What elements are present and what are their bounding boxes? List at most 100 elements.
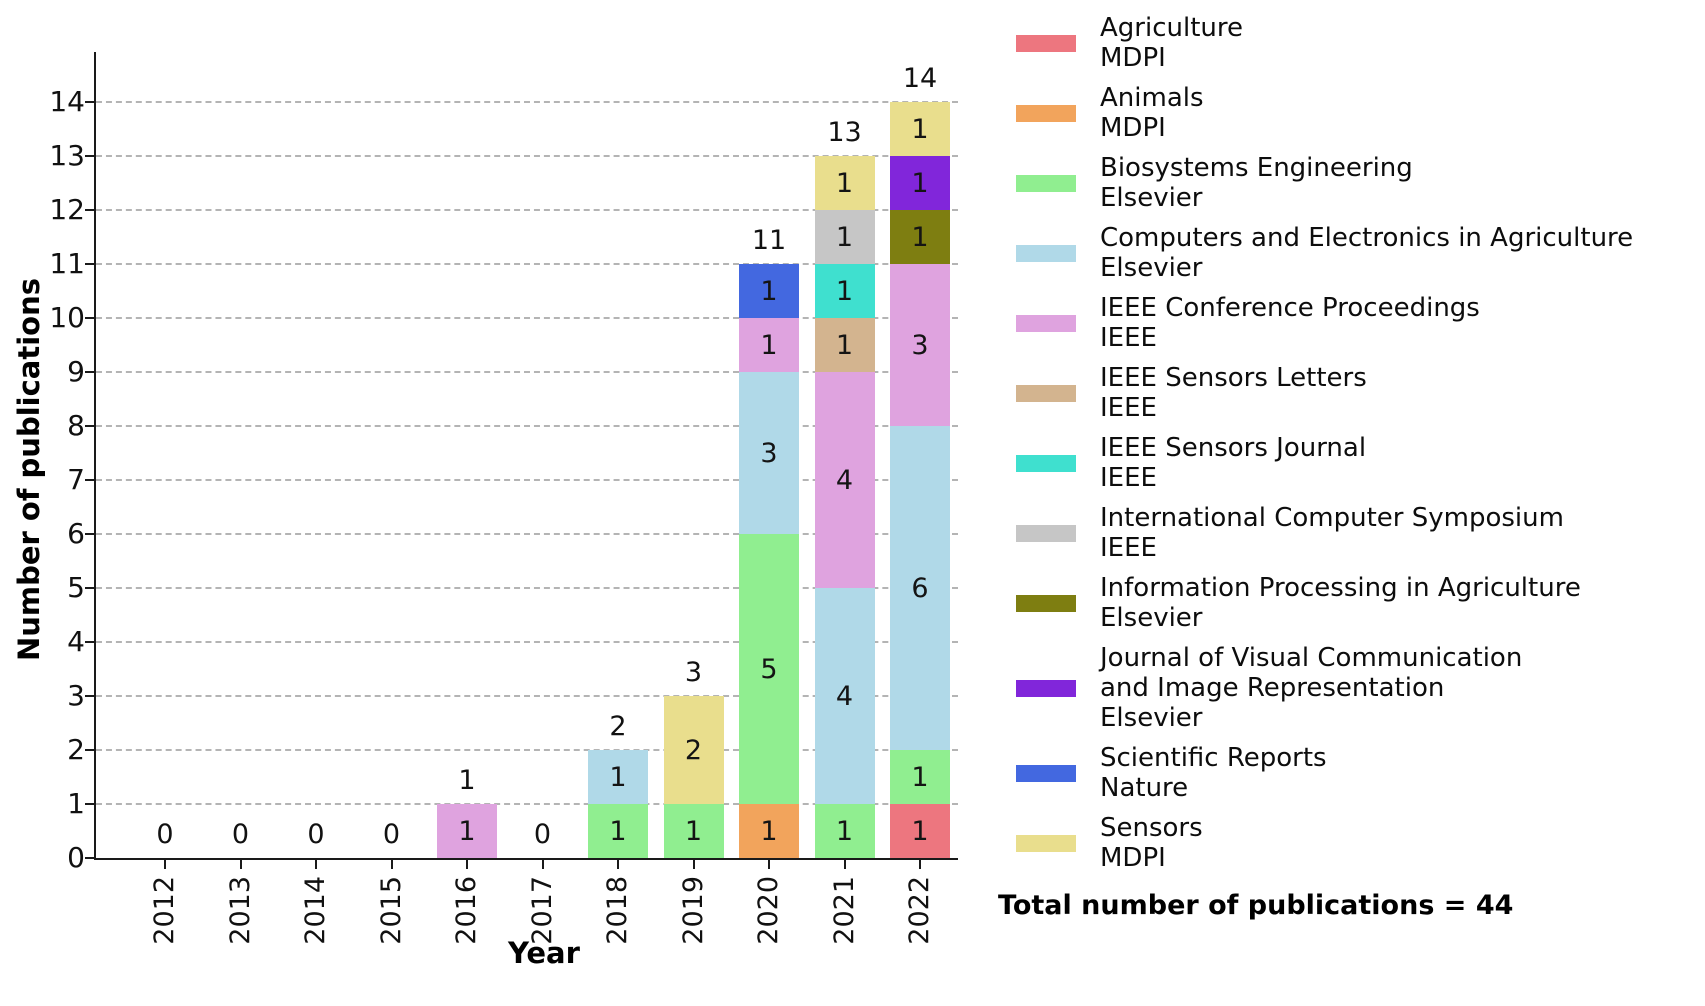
x-tick-label-2022: 2022: [904, 876, 936, 1006]
bar-value-label: 1: [760, 329, 778, 361]
x-tick-2012: [164, 860, 166, 869]
bar-2020-segment-biosystems-engineering: 5: [739, 534, 799, 804]
legend-publisher-line: IEEE: [1100, 393, 1157, 423]
x-axis-spine: [94, 858, 958, 860]
y-tick-label-9: 9: [67, 355, 85, 388]
journal-of-visual-communication-and-image-representation-swatch: [1016, 679, 1076, 697]
legend-publisher-line: MDPI: [1100, 843, 1166, 873]
bar-2022-segment-biosystems-engineering: 1: [890, 750, 950, 804]
bar-2022-segment-journal-of-visual-communication-and-image-representation: 1: [890, 156, 950, 210]
legend-item-ieee-conference-proceedings: IEEE Conference Proceedings IEEE: [1016, 293, 1702, 353]
legend-publisher-line: Elsevier: [1100, 183, 1203, 213]
bar-value-label: 4: [835, 680, 854, 712]
legend-publisher-line: MDPI: [1100, 43, 1166, 73]
legend-item-information-processing-in-agriculture: Information Processing in Agriculture Els…: [1016, 573, 1702, 633]
bar-2022-segment-ieee-conference-proceedings: 3: [890, 264, 950, 426]
gridline-y14: [96, 101, 958, 103]
legend-publisher-line: IEEE: [1100, 323, 1157, 353]
bar-2022-segment-sensors: 1: [890, 102, 950, 156]
bar-value-label: 1: [458, 815, 476, 847]
legend-label-agriculture: Agriculture MDPI: [1100, 13, 1243, 73]
legend-label-ieee-sensors-letters: IEEE Sensors Letters IEEE: [1100, 363, 1367, 423]
x-tick-2018: [617, 860, 619, 869]
gridline-y9: [96, 371, 958, 373]
gridline-y12: [96, 209, 958, 211]
y-tick-label-14: 14: [49, 85, 85, 118]
bar-2021-segment-sensors: 1: [814, 156, 875, 210]
international-computer-symposium-swatch: [1016, 524, 1076, 542]
legend-journal-line: Sensors: [1100, 813, 1203, 843]
x-tick-label-2021: 2021: [829, 876, 861, 1006]
legend-journal-line: Computers and Electronics in Agriculture: [1100, 223, 1634, 253]
x-tick-label-text: 2019: [677, 876, 709, 945]
bar-value-label: 1: [835, 275, 854, 307]
legend-journal-line: Information Processing in Agriculture: [1100, 573, 1581, 603]
bar-2021-segment-international-computer-symposium: 1: [814, 210, 875, 264]
bar-2019-segment-sensors: 2: [663, 696, 724, 804]
legend-item-sensors: Sensors MDPI: [1016, 813, 1702, 873]
legend-publisher-line: Elsevier: [1100, 253, 1203, 283]
y-tick-label-7: 7: [67, 463, 85, 496]
scientific-reports-swatch: [1016, 764, 1076, 782]
legend-item-ieee-sensors-journal: IEEE Sensors Journal IEEE: [1016, 433, 1702, 493]
bar-total-2013: 0: [231, 819, 250, 850]
legend-item-agriculture: Agriculture MDPI: [1016, 13, 1702, 73]
bar-total-2020: 11: [751, 225, 787, 256]
legend-publisher-line: IEEE: [1100, 533, 1157, 563]
x-tick-label-text: 2012: [149, 876, 180, 945]
bar-value-label: 1: [760, 275, 778, 307]
total-publications-annotation: Total number of publications = 44: [998, 890, 1514, 921]
y-tick-label-1: 1: [67, 787, 85, 820]
legend-label-computers-and-electronics-in-agriculture: Computers and Electronics in Agriculture…: [1100, 223, 1633, 283]
bar-value-label: 4: [835, 464, 854, 496]
y-tick-label-12: 12: [49, 193, 85, 226]
x-tick-label-text: 2022: [904, 876, 935, 945]
bar-2021-segment-computers-and-electronics-in-agriculture: 4: [814, 588, 875, 804]
bar-2022-segment-computers-and-electronics-in-agriculture: 6: [890, 426, 950, 750]
legend-label-ieee-conference-proceedings: IEEE Conference Proceedings IEEE: [1100, 293, 1480, 353]
gridline-y11: [96, 263, 958, 265]
bar-2021-segment-biosystems-engineering: 1: [814, 804, 875, 858]
y-tick-10: [85, 317, 94, 319]
bar-value-label: 1: [835, 329, 854, 361]
x-axis-title: Year: [508, 936, 580, 970]
bar-value-label: 1: [835, 167, 854, 199]
y-axis-spine: [94, 52, 96, 860]
x-tick-label-text: 2017: [526, 876, 558, 945]
legend-journal-line: Biosystems Engineering: [1100, 153, 1413, 183]
y-tick-6: [85, 533, 94, 535]
y-tick-11: [85, 263, 94, 265]
x-tick-2021: [843, 860, 846, 869]
y-tick-label-5: 5: [67, 571, 85, 604]
x-tick-label-2015: 2015: [376, 876, 408, 1006]
legend-journal-line: IEEE Conference Proceedings: [1100, 293, 1480, 323]
bar-total-2019: 3: [684, 657, 703, 688]
bar-value-label: 1: [609, 815, 627, 847]
bar-total-2017: 0: [533, 819, 552, 850]
y-tick-label-3: 3: [67, 679, 85, 712]
y-tick-13: [85, 155, 94, 157]
sensors-swatch: [1016, 834, 1076, 852]
gridline-y3: [96, 695, 958, 697]
computers-and-electronics-in-agriculture-swatch: [1016, 244, 1076, 262]
y-tick-8: [85, 425, 94, 427]
x-tick-label-2012: 2012: [149, 876, 181, 1006]
bar-2020-segment-computers-and-electronics-in-agriculture: 3: [739, 372, 799, 534]
x-tick-label-text: 2015: [375, 876, 407, 945]
legend-item-computers-and-electronics-in-agriculture: Computers and Electronics in Agriculture…: [1016, 223, 1702, 283]
x-tick-2014: [315, 860, 317, 869]
bar-2016-segment-ieee-conference-proceedings: 1: [437, 804, 497, 858]
bar-total-2014: 0: [307, 819, 325, 850]
legend-label-information-processing-in-agriculture: Information Processing in Agriculture Els…: [1100, 573, 1581, 633]
legend-item-journal-of-visual-communication-and-image-representation: Journal of Visual Communication and Image…: [1016, 643, 1702, 733]
y-tick-2: [85, 749, 94, 751]
bar-value-label: 1: [760, 815, 778, 847]
bar-total-2012: 0: [156, 819, 174, 850]
legend-journal-line: Journal of Visual Communication: [1100, 643, 1523, 673]
bar-total-2022: 14: [902, 63, 938, 94]
legend-publisher-line: IEEE: [1100, 463, 1157, 493]
y-tick-label-0: 0: [67, 841, 85, 874]
y-tick-4: [85, 641, 94, 643]
legend-publisher-line: Nature: [1100, 773, 1189, 803]
